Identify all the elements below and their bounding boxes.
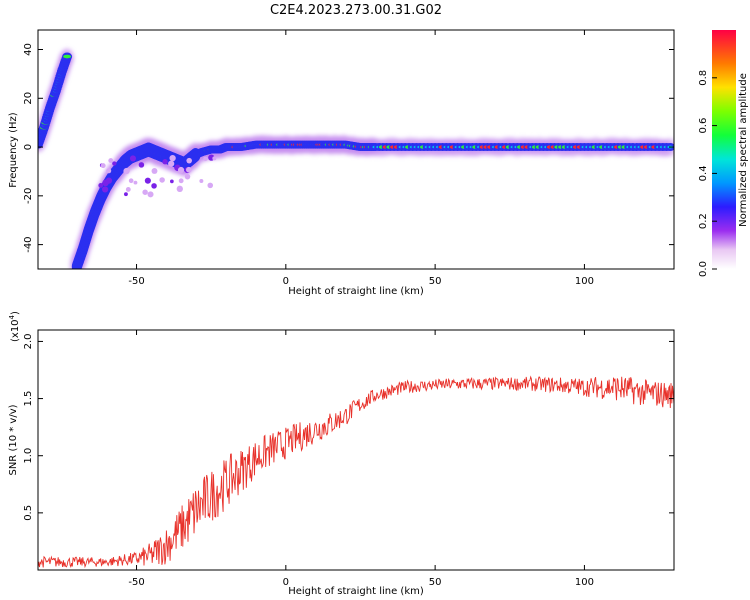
spectral-speckle xyxy=(151,183,157,189)
spectral-speckle xyxy=(106,168,112,174)
snr-ticks: -50 0 50 100 0.5 1.0 1.5 2.0 xyxy=(23,330,674,588)
snr-multiplier: (x104) xyxy=(8,311,21,342)
spectral-speckle xyxy=(100,163,106,169)
spectral-speckle xyxy=(123,167,130,175)
colorbar-gradient xyxy=(712,30,736,269)
spectral-speckle xyxy=(125,187,131,192)
snr-frame xyxy=(37,329,675,571)
colorbar-label: Normalized spectral amplitude xyxy=(738,73,749,227)
spectral-speckle xyxy=(138,162,145,168)
spectrogram-ytick-label: 40 xyxy=(23,43,34,56)
colorbar-tick-label: 0.0 xyxy=(698,261,709,277)
spectral-speckle xyxy=(178,178,184,184)
spectrogram-ytick-label: -40 xyxy=(23,236,34,252)
spectral-speckle xyxy=(176,185,183,193)
spectral-speckle xyxy=(108,158,114,164)
snr-ylabel: SNR (10 * v/v) xyxy=(8,404,19,475)
spectral-speckle xyxy=(133,180,138,185)
figure-title: C2E4.2023.273.00.31.G02 xyxy=(270,3,442,18)
snr-ytick-label: 2.0 xyxy=(23,333,34,349)
snr-ytick-label: 0.5 xyxy=(23,505,34,521)
colorbar-tick-label: 0.4 xyxy=(698,165,709,181)
spectral-speckle xyxy=(151,168,158,174)
spectrogram-xtick-label: -50 xyxy=(128,276,144,287)
snr-xtick-label: 50 xyxy=(429,577,442,588)
spectral-speckle xyxy=(142,189,148,195)
spectral-speckle xyxy=(112,161,117,166)
spectrogram-xtick-label: 100 xyxy=(575,276,594,287)
spectrogram-xlabel: Height of straight line (km) xyxy=(288,286,424,297)
spectrogram-xtick-label: 50 xyxy=(429,276,442,287)
snr-xtick-label: 100 xyxy=(575,577,594,588)
spectral-speckle xyxy=(147,191,154,198)
colorbar-tick-label: 0.6 xyxy=(698,118,709,134)
snr-ytick-label: 1.5 xyxy=(23,391,34,407)
snr-xtick-label: -50 xyxy=(128,577,144,588)
snr-ytick-label: 1.0 xyxy=(23,448,34,464)
spectrogram-xtick-label: 0 xyxy=(283,276,289,287)
snr-xlabel: Height of straight line (km) xyxy=(288,586,424,597)
colorbar: 0.0 0.2 0.4 0.6 0.8 Normalized spectral ampl… xyxy=(698,30,749,277)
spectral-speckle xyxy=(105,177,113,184)
spectral-speckle xyxy=(186,157,193,164)
snr-panel: -50 0 50 100 0.5 1.0 1.5 2.0 Height of straight… xyxy=(8,311,675,597)
spectral-speckle xyxy=(185,166,192,173)
snr-marks xyxy=(38,375,674,569)
spectral-peak xyxy=(63,54,72,59)
spectral-speckle xyxy=(207,182,214,189)
spectrogram-ylabel: Frequency (Hz) xyxy=(8,112,19,188)
spectral-speckle xyxy=(162,159,168,165)
spectral-speckle xyxy=(168,160,175,167)
spectral-speckle xyxy=(184,173,191,180)
spectral-speckle xyxy=(169,155,176,162)
snr-series-line xyxy=(38,375,674,569)
spectral-speckle xyxy=(102,186,109,193)
spectral-speckle xyxy=(128,178,134,184)
colorbar-ticks: 0.0 0.2 0.4 0.6 0.8 xyxy=(698,70,717,277)
spectral-speckle xyxy=(203,156,208,162)
spectrogram-marks xyxy=(38,48,674,269)
spectral-speckle xyxy=(199,179,204,183)
snr-xtick-label: 0 xyxy=(283,577,289,588)
spectral-speckle xyxy=(177,166,185,174)
snr-multiplier-exp: 4 xyxy=(8,314,16,319)
spectrogram-ytick-label: -20 xyxy=(23,188,34,204)
spectral-speckle xyxy=(144,177,151,184)
snr-multiplier-base: (x10 xyxy=(10,319,21,342)
spectrogram-panel: -50 0 50 100 -40 -20 0 20 40 Height of straight … xyxy=(8,29,675,297)
spectrogram-ticks: -50 0 50 100 -40 -20 0 20 40 xyxy=(23,30,674,287)
spectrogram-ytick-label: 20 xyxy=(23,92,34,105)
spectrogram-ytick-label: 0 xyxy=(23,144,34,150)
colorbar-tick-label: 0.8 xyxy=(698,70,709,86)
spectrogram-frame xyxy=(37,29,675,270)
spectral-speckle xyxy=(129,155,136,162)
spectral-speckle xyxy=(159,177,165,183)
colorbar-tick-label: 0.2 xyxy=(698,213,709,229)
spectral-speckle xyxy=(123,192,128,197)
spectral-speckle xyxy=(212,156,217,161)
spectral-speckle xyxy=(98,182,104,188)
spectral-speckle xyxy=(170,179,174,184)
